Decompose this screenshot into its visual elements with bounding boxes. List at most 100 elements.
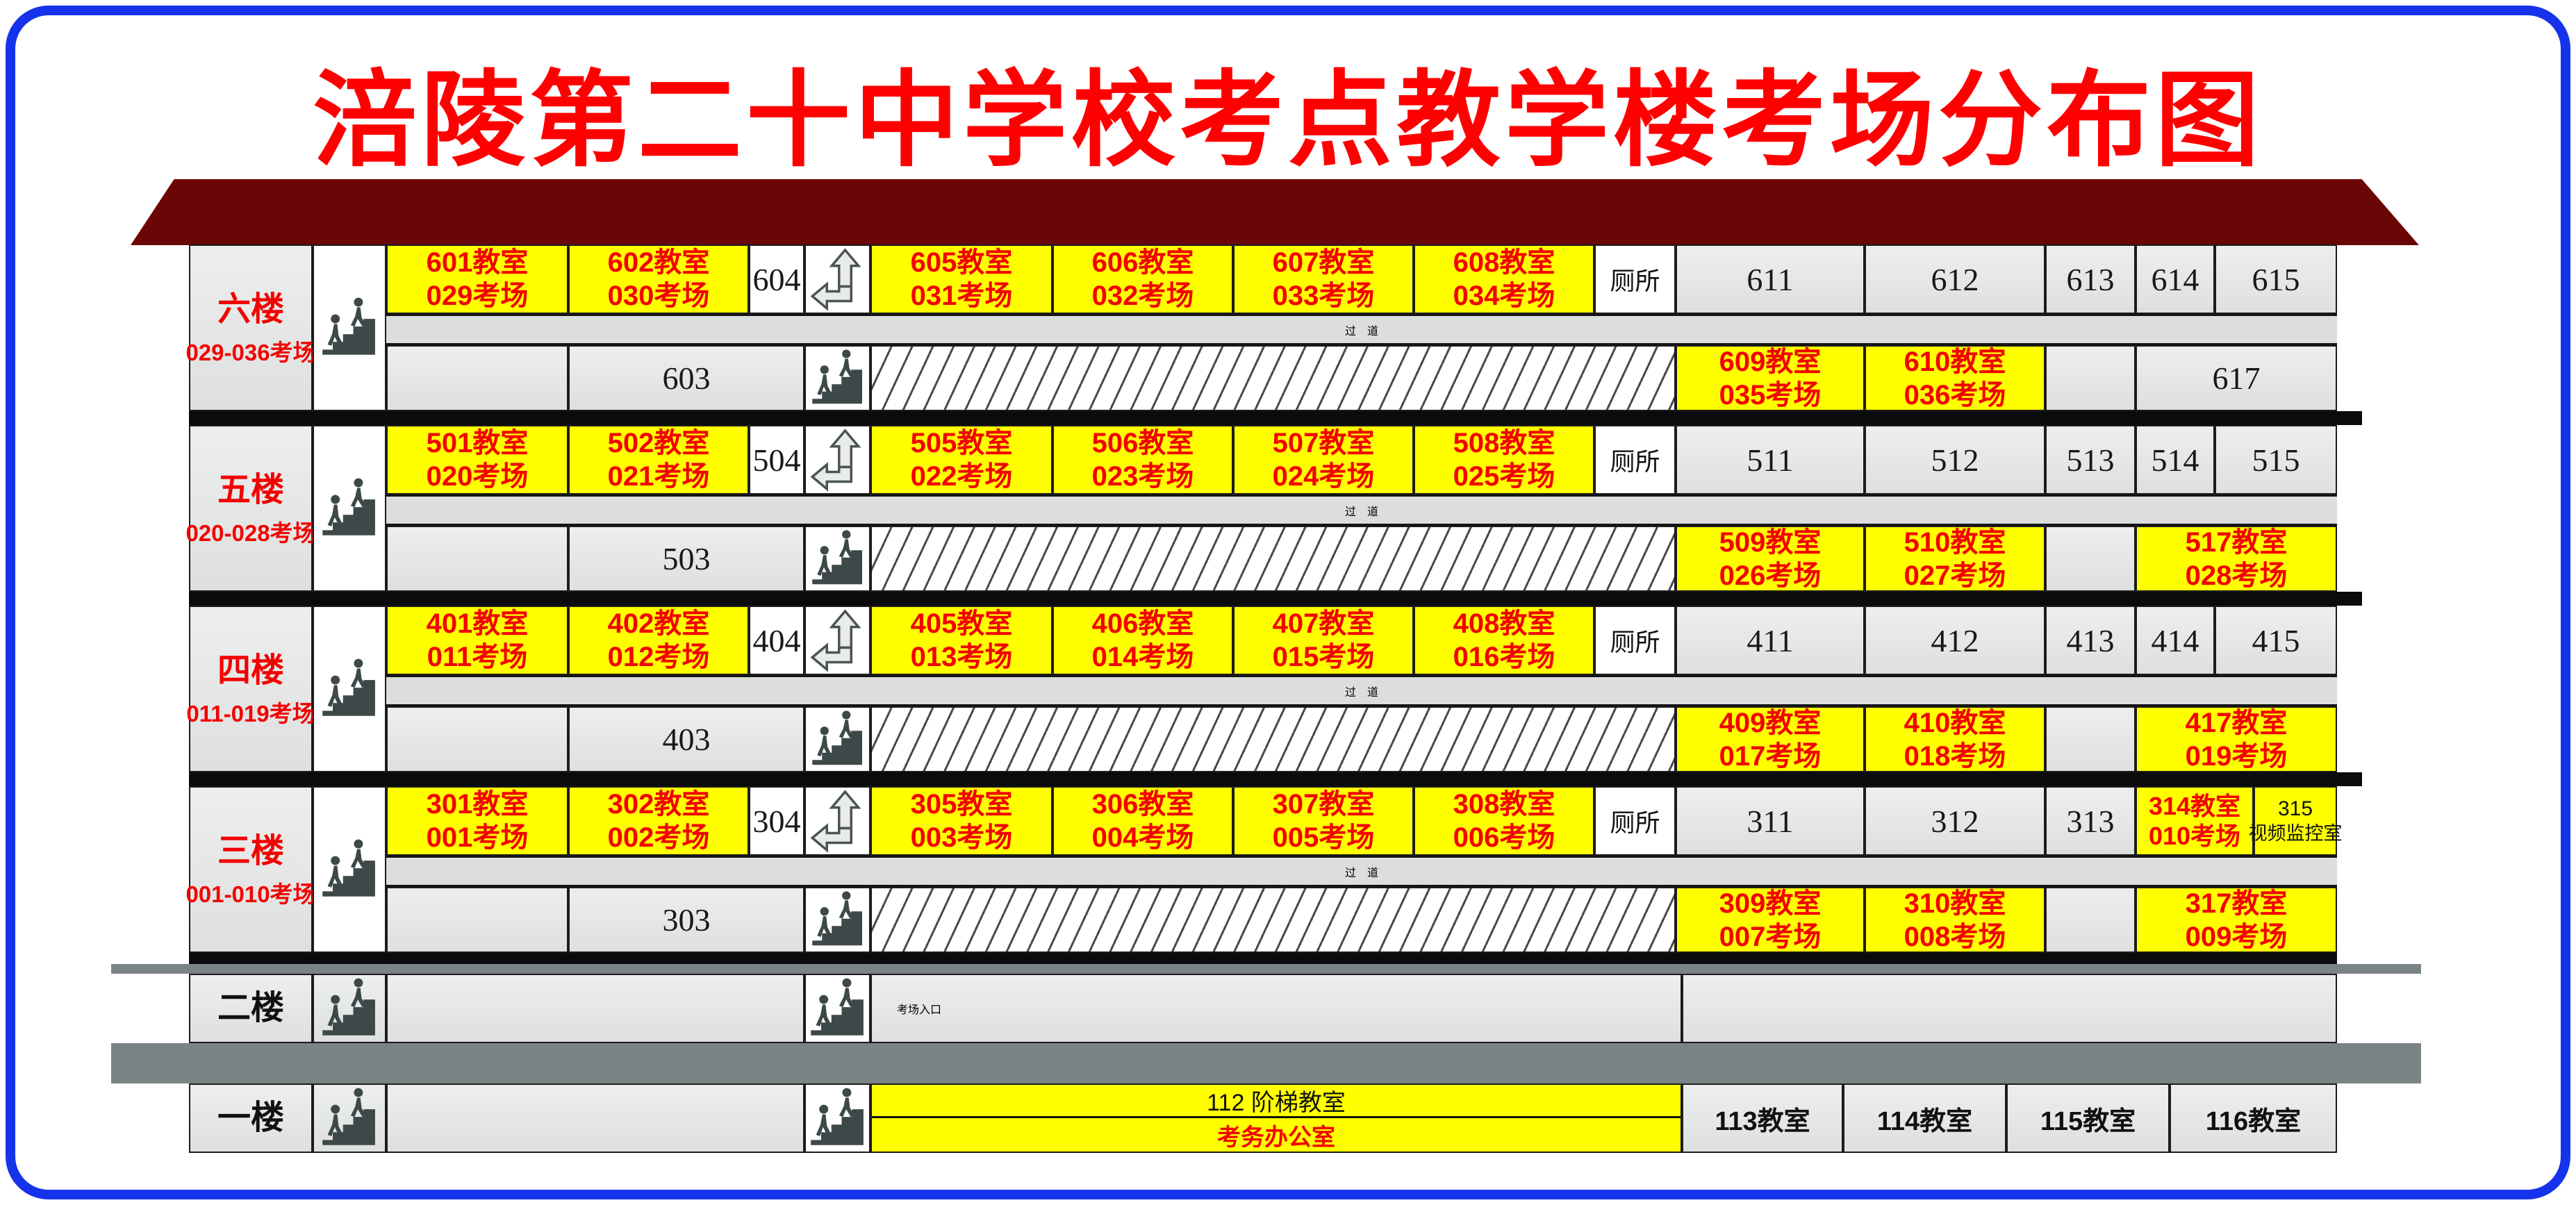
- room-number: 502教室: [607, 428, 710, 458]
- room-number: 503: [662, 541, 711, 576]
- stairs-icon: [322, 478, 375, 535]
- exam-office-label: 考务办公室: [1217, 1124, 1335, 1151]
- room-cell: 614: [2136, 244, 2215, 314]
- room-cell: 313: [2045, 786, 2136, 856]
- room-cell: 517教室 028考场: [2136, 526, 2337, 592]
- room-number: 305教室: [910, 789, 1013, 820]
- floor-name: 五楼: [217, 471, 284, 508]
- exam-room-label: 007考场: [1719, 921, 1822, 952]
- room-cell: 413: [2045, 606, 2136, 675]
- room-number: 114教室: [1876, 1106, 1973, 1136]
- room-number: 613: [2066, 261, 2115, 297]
- room-cell: 601教室 029考场: [386, 244, 568, 314]
- floor-name: 二楼: [217, 990, 284, 1027]
- empty-cell: [2045, 706, 2136, 772]
- exam-room-label: 004考场: [1091, 822, 1194, 853]
- room-label: 视频监控室: [2248, 822, 2343, 844]
- room-number: 310教室: [1904, 888, 2006, 919]
- stairwell-cell: [804, 887, 870, 953]
- exam-room-label: 026考场: [1719, 560, 1822, 591]
- toilet-label: 厕所: [1610, 267, 1660, 295]
- room-number: 312: [1931, 803, 1979, 839]
- room-cell: 310教室 008考场: [1865, 887, 2045, 953]
- exam-room-label: 023考场: [1091, 461, 1194, 492]
- room-cell: 605教室 031考场: [870, 244, 1052, 314]
- room-number: 412: [1931, 622, 1979, 658]
- room-number: 612: [1931, 261, 1979, 297]
- stairwell-cell: [804, 786, 870, 856]
- toilet-cell: 厕所: [1594, 244, 1676, 314]
- room-number: 317教室: [2185, 888, 2288, 919]
- empty-cell: [386, 887, 568, 953]
- room-number: 302教室: [607, 789, 710, 820]
- room-number: 315: [2277, 797, 2313, 821]
- stairwell-cell: [313, 786, 386, 953]
- room-number: 303: [662, 902, 711, 938]
- room-cell: 415: [2215, 606, 2337, 675]
- corridor-label: 过 道: [1344, 506, 1378, 518]
- exam-room-label: 014考场: [1091, 642, 1194, 672]
- exam-room-label: 036考场: [1904, 379, 2006, 410]
- empty-cell: [386, 706, 568, 772]
- exam-room-label: 027考场: [1904, 560, 2006, 591]
- floor-range: 029-036考场: [185, 339, 316, 365]
- toilet-cell: 厕所: [1594, 425, 1676, 495]
- room-number: 611: [1747, 261, 1794, 297]
- room-cell: 403: [568, 706, 804, 772]
- room-cell: 612: [1865, 244, 2045, 314]
- floor-name: 三楼: [217, 832, 284, 870]
- room-number: 511: [1747, 442, 1794, 478]
- stairwell-cell: [313, 244, 386, 411]
- exam-room-label: 010考场: [2148, 822, 2241, 850]
- exam-room-label: 035考场: [1719, 379, 1822, 410]
- stairwell-cell: [313, 425, 386, 592]
- stairwell-cell: [804, 706, 870, 772]
- exam-room-label: 018考场: [1904, 740, 2006, 772]
- room-cell: 617: [2136, 345, 2337, 411]
- stairwell-cell: [804, 974, 870, 1043]
- room-number: 510教室: [1904, 526, 2006, 558]
- room-cell: 502教室 021考场: [568, 425, 749, 495]
- exam-room-label: 020考场: [426, 461, 529, 492]
- room-cell: 305教室 003考场: [870, 786, 1052, 856]
- corridor: 过 道: [386, 856, 2337, 887]
- exam-room-label: 024考场: [1272, 461, 1375, 492]
- room-number: 417教室: [2185, 707, 2288, 738]
- exam-room-label: 005考场: [1272, 822, 1375, 853]
- room-number: 414: [2151, 622, 2199, 658]
- room-number: 515: [2252, 442, 2300, 478]
- stairwell-cell: [313, 1083, 386, 1153]
- room-cell: 505教室 022考场: [870, 425, 1052, 495]
- room-cell: 509教室 026考场: [1676, 526, 1865, 592]
- room-cell: 314教室 010考场: [2136, 786, 2254, 856]
- room-number: 304: [752, 803, 801, 839]
- exam-room-label: 029考场: [426, 281, 529, 311]
- exam-room-label: 012考场: [607, 642, 710, 672]
- floor-slab: [189, 411, 2362, 425]
- floor-range: 011-019考场: [186, 700, 315, 726]
- stairwell-cell: [804, 526, 870, 592]
- room-cell: 501教室 020考场: [386, 425, 568, 495]
- room-number: 514: [2151, 442, 2199, 478]
- room-cell: 609教室 035考场: [1676, 345, 1865, 411]
- room-number: 607教室: [1272, 247, 1375, 278]
- room-number: 306教室: [1091, 789, 1194, 820]
- stairs-icon: [811, 710, 862, 765]
- turn-arrow-icon: [811, 249, 859, 310]
- room-number: 606教室: [1091, 247, 1194, 278]
- room-number: 407教室: [1272, 608, 1375, 639]
- room-cell: 412: [1865, 606, 2045, 675]
- exam-room-label: 006考场: [1453, 822, 1555, 853]
- room-number: 506教室: [1091, 428, 1194, 458]
- toilet-label: 厕所: [1610, 628, 1660, 656]
- room-number: 403: [662, 722, 711, 757]
- room-number: 604: [752, 261, 801, 297]
- room-number: 517教室: [2185, 526, 2288, 558]
- page-title: 涪陵第二十中学校考点教学楼考场分布图: [312, 62, 2263, 178]
- room-number: 609教室: [1719, 346, 1822, 377]
- room-cell: 503: [568, 526, 804, 592]
- room-number: 610教室: [1904, 346, 2006, 377]
- room-cell: 405教室 013考场: [870, 606, 1052, 675]
- turn-arrow-icon: [811, 610, 859, 671]
- corridor-label: 过 道: [1344, 325, 1378, 338]
